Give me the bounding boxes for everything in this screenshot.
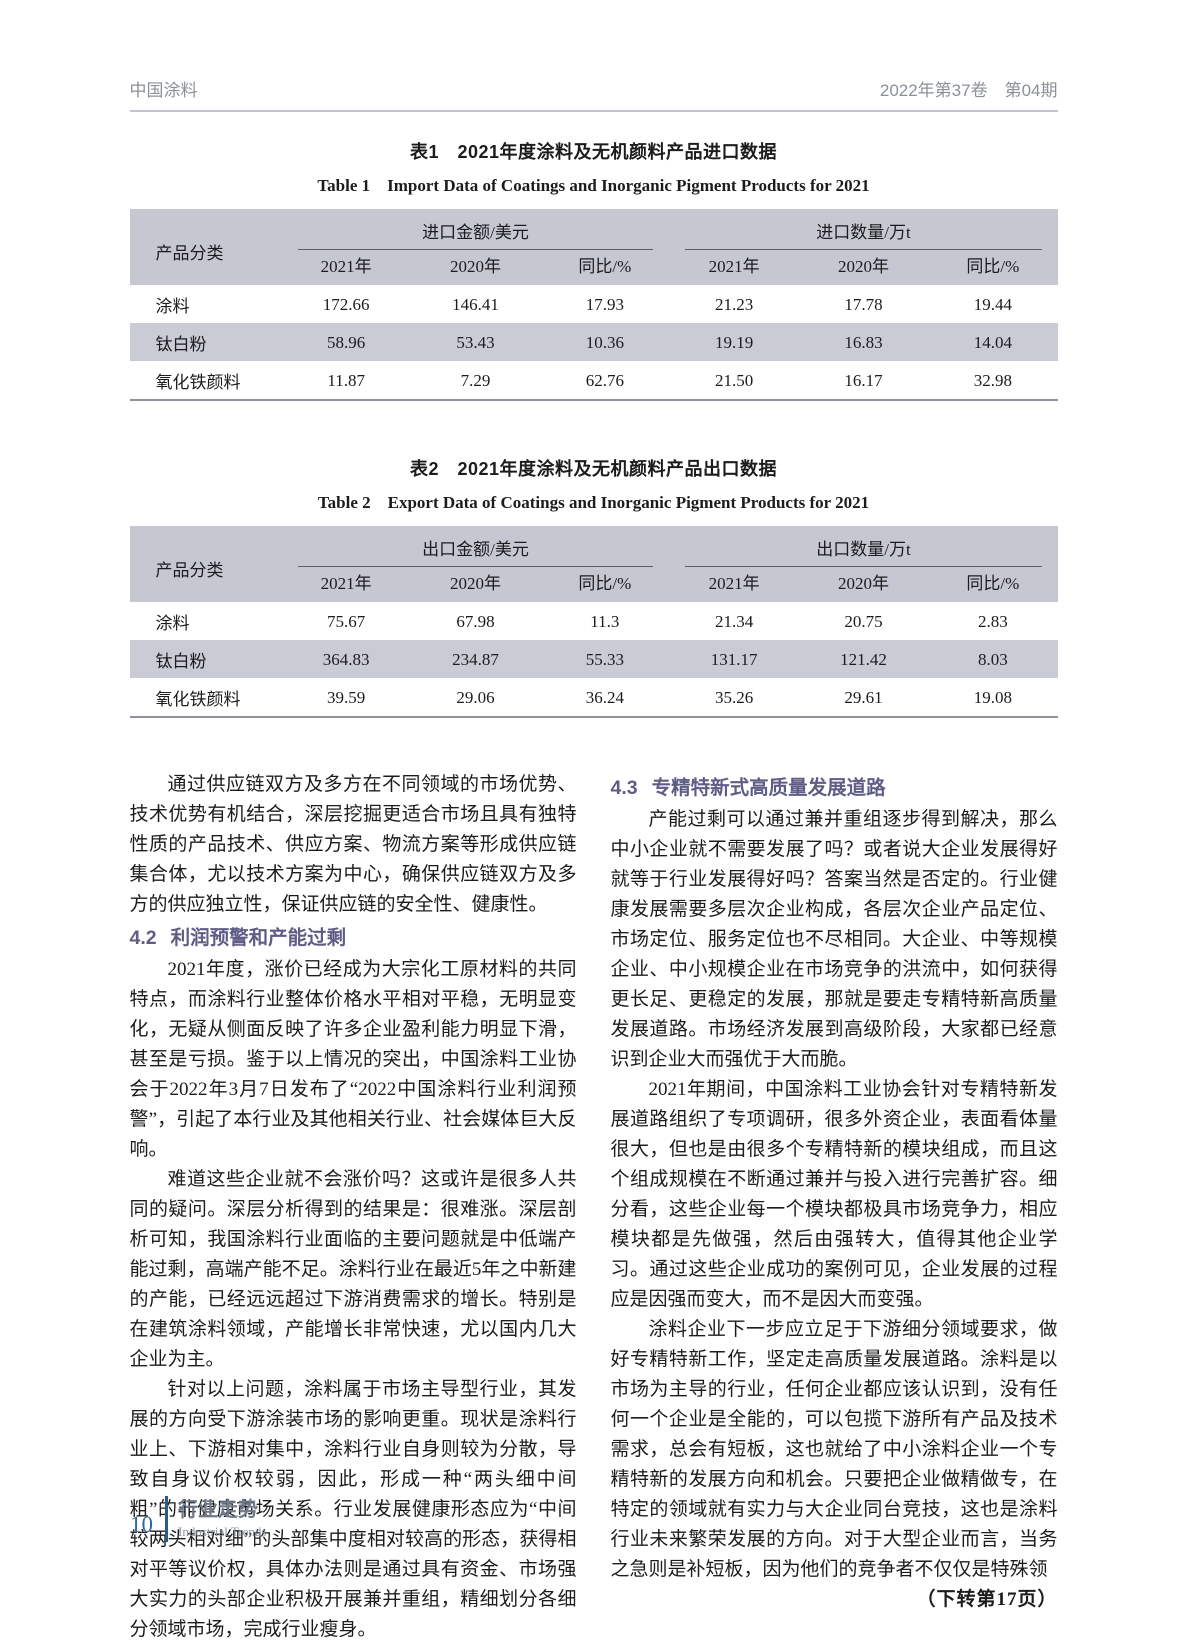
continuation-note: （下转第17页） (916, 1589, 1058, 1610)
article-body: 通过供应链双方及多方在不同领域的市场优势、技术优势有机结合，深层挖掘更适合市场且… (130, 770, 1058, 1645)
table-row: 钛白粉 58.96 53.43 10.36 19.19 16.83 14.04 (129, 323, 1058, 361)
cell: 36.24 (540, 678, 670, 718)
cell: 16.83 (798, 323, 929, 361)
section-title: 利润预警和产能过剩 (170, 927, 347, 949)
sub-header: 2021年 (669, 567, 799, 602)
cell: 53.43 (410, 323, 541, 361)
cell: 29.06 (410, 678, 541, 718)
cell: 146.41 (452, 294, 499, 314)
cell: 11.3 (590, 611, 620, 631)
page-footer: 10 行业走势 Industrial Trends (130, 1496, 266, 1542)
cell: 21.23 (715, 294, 754, 314)
cell: 75.67 (327, 611, 366, 631)
section-heading-4-3: 4.3 专精特新式高质量发展道路 (611, 773, 1058, 803)
table-row: 氧化铁颜料 11.87 7.29 62.76 21.50 16.17 32.98 (129, 361, 1058, 401)
paragraph: 2021年期间，中国涂料工业协会针对专精特新发展道路组织了专项调研，很多外资企业… (610, 1079, 1058, 1310)
footer-section: 行业走势 Industrial Trends (178, 1498, 266, 1540)
journal-name: 中国涂料 (129, 81, 198, 100)
sub-header: 2020年 (410, 250, 541, 285)
row-label: 氧化铁颜料 (129, 361, 282, 401)
page-content: 中国涂料 2022年第37卷 第04期 表1 2021年度涂料及无机颜料产品进口… (129, 0, 1058, 1645)
sub-header: 2020年 (410, 567, 541, 602)
col-group-import-value: 进口金额/美元 (281, 209, 670, 250)
col-group-import-qty: 进口数量/万t (669, 209, 1058, 250)
cell: 11.87 (281, 361, 411, 401)
footer-section-en: Industrial Trends (178, 1524, 267, 1539)
cell: 364.83 (281, 640, 411, 678)
page-number: 10 (130, 1512, 153, 1537)
section-heading-4-2: 4.2 利润预警和产能过剩 (130, 923, 577, 953)
cell: 67.98 (456, 611, 495, 631)
sub-header: 2020年 (798, 567, 929, 602)
col-header-category: 产品分类 (129, 526, 282, 602)
issue-info: 2022年第37卷 第04期 (879, 81, 1058, 100)
sub-header: 同比/% (928, 250, 1058, 285)
table2-block: 表2 2021年度涂料及无机颜料产品出口数据 Table 2 Export Da… (129, 455, 1058, 718)
table-row: 氧化铁颜料 39.59 29.06 36.24 35.26 29.61 19.0… (129, 678, 1058, 718)
table1-block: 表1 2021年度涂料及无机颜料产品进口数据 Table 1 Import Da… (129, 138, 1058, 401)
cell: 35.26 (669, 678, 799, 718)
cell: 7.29 (410, 361, 541, 401)
cell: 21.34 (715, 611, 754, 631)
table-row: 钛白粉 364.83 234.87 55.33 131.17 121.42 8.… (129, 640, 1058, 678)
table2-title-en: Table 2 Export Data of Coatings and Inor… (317, 493, 870, 512)
paragraph: 产能过剩可以通过兼并重组逐步得到解决，那么中小企业就不需要发展了吗？或者说大企业… (610, 809, 1058, 1070)
paragraph: 2021年度，涨价已经成为大宗化工原材料的共同特点，而涂料行业整体价格水平相对平… (129, 959, 577, 1160)
cell: 10.36 (540, 323, 670, 361)
sub-header: 同比/% (928, 567, 1058, 602)
col-header-category: 产品分类 (129, 209, 282, 285)
cell: 17.93 (585, 294, 624, 314)
cell: 131.17 (669, 640, 799, 678)
cell: 17.78 (844, 294, 883, 314)
sub-header: 2021年 (281, 250, 411, 285)
section-number: 4.3 (610, 777, 638, 799)
section-number: 4.2 (129, 927, 157, 949)
row-label: 氧化铁颜料 (129, 678, 282, 718)
cell: 20.75 (844, 611, 883, 631)
sub-header: 同比/% (540, 250, 670, 285)
cell: 16.17 (798, 361, 929, 401)
row-label: 钛白粉 (129, 640, 282, 678)
sub-header: 2020年 (798, 250, 929, 285)
cell: 39.59 (281, 678, 411, 718)
cell: 8.03 (928, 640, 1058, 678)
table1-title-en: Table 1 Import Data of Coatings and Inor… (317, 176, 870, 195)
footer-divider (165, 1496, 168, 1542)
cell: 19.44 (973, 294, 1012, 314)
running-head: 中国涂料 2022年第37卷 第04期 (129, 76, 1058, 112)
sub-header: 同比/% (540, 567, 670, 602)
footer-section-cn: 行业走势 (178, 1499, 258, 1521)
import-data-table: 产品分类 进口金额/美元 进口数量/万t 2021年 2020年 同比/% 20… (129, 209, 1058, 401)
cell: 19.19 (669, 323, 799, 361)
row-label: 钛白粉 (129, 323, 282, 361)
cell: 32.98 (928, 361, 1058, 401)
sub-header: 2021年 (669, 250, 799, 285)
paragraph: 难道这些企业就不会涨价吗？这或许是很多人共同的疑问。深层分析得到的结果是：很难涨… (129, 1169, 577, 1370)
cell: 19.08 (928, 678, 1058, 718)
table-row: 涂料 172.66 146.41 17.93 21.23 17.78 19.44 (130, 285, 1058, 323)
cell: 55.33 (540, 640, 670, 678)
table2-title-cn: 表2 2021年度涂料及无机颜料产品出口数据 (409, 459, 778, 479)
paragraph: 涂料企业下一步应立足于下游细分领域要求，做好专精特新工作，坚定走高质量发展道路。… (610, 1319, 1058, 1580)
cell: 14.04 (928, 323, 1058, 361)
right-column: 4.3 专精特新式高质量发展道路 产能过剩可以通过兼并重组逐步得到解决，那么中小企… (611, 770, 1058, 1645)
row-label: 涂料 (155, 614, 190, 633)
cell: 234.87 (410, 640, 541, 678)
cell: 29.61 (798, 678, 929, 718)
row-label: 涂料 (155, 297, 190, 316)
sub-header: 2021年 (281, 567, 411, 602)
paragraph: 通过供应链双方及多方在不同领域的市场优势、技术优势有机结合，深层挖掘更适合市场且… (129, 774, 577, 915)
section-title: 专精特新式高质量发展道路 (651, 777, 886, 799)
table1-title-cn: 表1 2021年度涂料及无机颜料产品进口数据 (409, 142, 778, 162)
cell: 58.96 (281, 323, 411, 361)
table-row: 涂料 75.67 67.98 11.3 21.34 20.75 2.83 (130, 602, 1058, 640)
col-group-export-value: 出口金额/美元 (281, 526, 670, 567)
cell: 2.83 (977, 611, 1008, 631)
cell: 62.76 (540, 361, 670, 401)
export-data-table: 产品分类 出口金额/美元 出口数量/万t 2021年 2020年 同比/% 20… (129, 526, 1058, 718)
cell: 121.42 (798, 640, 929, 678)
cell: 21.50 (669, 361, 799, 401)
cell: 172.66 (322, 294, 370, 314)
col-group-export-qty: 出口数量/万t (669, 526, 1058, 567)
